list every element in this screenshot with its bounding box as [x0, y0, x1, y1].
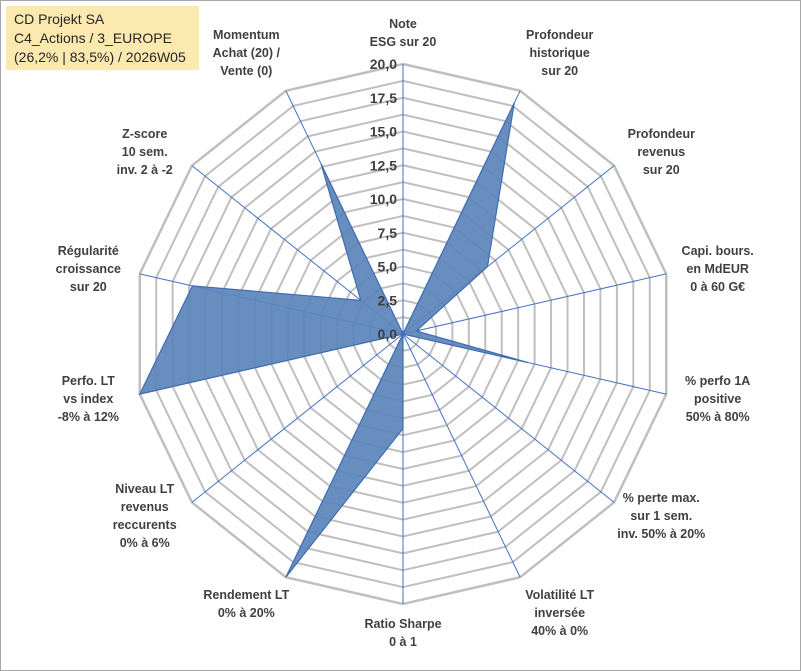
- axis-label-line: sur 20: [541, 64, 578, 78]
- company-name: CD Projekt SA: [14, 11, 105, 27]
- axis-label-line: positive: [694, 392, 741, 406]
- axis-label-line: Z-score: [122, 127, 167, 141]
- r-tick-label: 5,0: [378, 259, 398, 275]
- axis-label-line: Niveau LT: [115, 482, 174, 496]
- category-path: C4_Actions / 3_EUROPE: [14, 30, 172, 46]
- axis-label: Profondeur historique sur 20: [526, 28, 593, 78]
- axis-label-line: 40% à 0%: [531, 624, 588, 638]
- axis-label-line: Note: [389, 17, 417, 31]
- axis-label: Z-score 10 sem. inv. 2 à -2: [117, 127, 173, 177]
- r-tick-label: 15,0: [370, 124, 397, 140]
- axis-spoke: [402, 333, 521, 578]
- r-tick-label: 10,0: [370, 191, 397, 207]
- axis-spoke: [402, 273, 667, 335]
- axis-label-line: Achat (20) /: [213, 46, 281, 60]
- axis-label-line: 0 à 60 G€: [690, 280, 745, 294]
- axis-label-line: Vente (0): [220, 64, 272, 78]
- axis-label-line: % perfo 1A: [685, 374, 750, 388]
- axis-label: Niveau LT revenus reccurents 0% à 6%: [113, 482, 177, 550]
- axis-spoke: [191, 333, 404, 503]
- axis-label-line: ESG sur 20: [370, 35, 437, 49]
- axis-label-line: sur 20: [643, 163, 680, 177]
- r-tick-label: 0,0: [378, 326, 398, 342]
- axis-label-line: 0 à 1: [389, 635, 417, 649]
- axis-label: Capi. bours. en MdEUR 0 à 60 G€: [682, 244, 754, 294]
- axis-label-line: inv. 2 à -2: [117, 163, 173, 177]
- axis-label: Momentum Achat (20) / Vente (0): [213, 28, 281, 78]
- axis-label-line: sur 20: [70, 280, 107, 294]
- axis-label-line: Capi. bours.: [682, 244, 754, 258]
- axis-label-line: -8% à 12%: [58, 410, 119, 424]
- chart-title-box: CD Projekt SA C4_Actions / 3_EUROPE (26,…: [6, 6, 199, 70]
- axis-label-line: historique: [529, 46, 589, 60]
- axis-label-line: Volatilité LT: [525, 588, 594, 602]
- r-tick-label: 20,0: [370, 56, 397, 72]
- axis-label-line: Momentum: [213, 28, 280, 42]
- axis-label-line: 0% à 20%: [218, 606, 275, 620]
- axis-label-line: inversée: [534, 606, 585, 620]
- axis-label-line: % perte max.: [623, 491, 700, 505]
- axis-label-line: Régularité: [58, 244, 119, 258]
- axis-label-line: Ratio Sharpe: [364, 617, 441, 631]
- axis-label-line: revenus: [637, 145, 685, 159]
- axis-label-line: Perfo. LT: [62, 374, 116, 388]
- axis-label-line: reccurents: [113, 518, 177, 532]
- axis-label: % perfo 1A positive 50% à 80%: [685, 374, 750, 424]
- axis-label: Rendement LT 0% à 20%: [203, 588, 289, 620]
- r-tick-label: 17,5: [370, 90, 397, 106]
- axis-label-line: revenus: [121, 500, 169, 514]
- data-series-area: [138, 102, 529, 578]
- axis-label-line: 10 sem.: [122, 145, 168, 159]
- axis-label-line: Rendement LT: [203, 588, 289, 602]
- axis-label: Régularité croissance sur 20: [56, 244, 121, 294]
- axis-label-line: Profondeur: [526, 28, 593, 42]
- axis-label: Volatilité LT inversée 40% à 0%: [525, 588, 594, 638]
- axis-label-line: vs index: [63, 392, 113, 406]
- axis-label: Note ESG sur 20: [370, 17, 437, 49]
- axis-label: Ratio Sharpe 0 à 1: [364, 617, 441, 649]
- axis-label: % perte max. sur 1 sem. inv. 50% à 20%: [617, 491, 705, 541]
- axis-label-line: 0% à 6%: [120, 536, 170, 550]
- r-tick-label: 12,5: [370, 157, 397, 173]
- axis-label-line: croissance: [56, 262, 121, 276]
- axis-label-line: sur 1 sem.: [630, 509, 692, 523]
- axis-label-line: 50% à 80%: [686, 410, 750, 424]
- score-summary: (26,2% | 83,5%) / 2026W05: [14, 49, 186, 65]
- r-tick-label: 7,5: [378, 225, 398, 241]
- r-tick-label: 2,5: [378, 292, 398, 308]
- axis-label-line: inv. 50% à 20%: [617, 527, 705, 541]
- axis-spoke: [402, 333, 615, 503]
- axis-label: Perfo. LT vs index -8% à 12%: [58, 374, 119, 424]
- axis-label: Profondeur revenus sur 20: [628, 127, 695, 177]
- axis-label-line: en MdEUR: [686, 262, 749, 276]
- axis-label-line: Profondeur: [628, 127, 695, 141]
